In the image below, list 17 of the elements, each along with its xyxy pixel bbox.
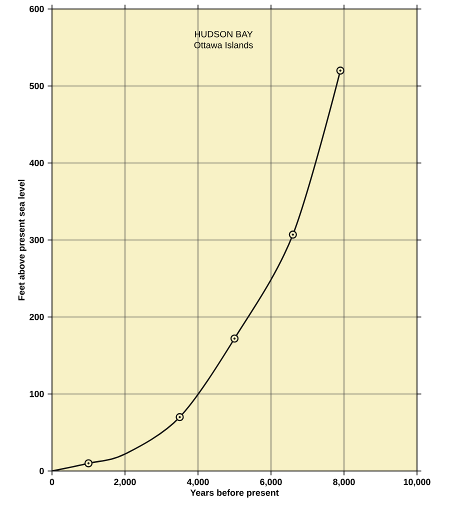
text: Ottawa Islands (194, 42, 253, 48)
x-tick-label: 0 (50, 478, 54, 486)
text: HUDSON BAY (194, 30, 253, 38)
y-tick-label: 600 (30, 6, 44, 12)
x-tick-label: 6,000 (260, 478, 282, 486)
x-tick-label: 8,000 (333, 478, 355, 486)
y-tick-label: 400 (29, 160, 44, 166)
y-tick-label: 200 (30, 314, 44, 320)
x-tick-label: 2,000 (114, 478, 136, 486)
y-tick-label: 100 (30, 390, 44, 398)
x-tick-label: 4,000 (186, 478, 209, 486)
y-axis-title: Feet above present sea level (18, 180, 26, 300)
y-tick-label: 500 (30, 82, 44, 90)
y-tick-label: 0 (40, 468, 44, 474)
y-tick-label: 300 (29, 236, 44, 244)
x-axis-title: Years before present (190, 489, 279, 498)
x-tick-label: 10,000 (404, 478, 430, 486)
